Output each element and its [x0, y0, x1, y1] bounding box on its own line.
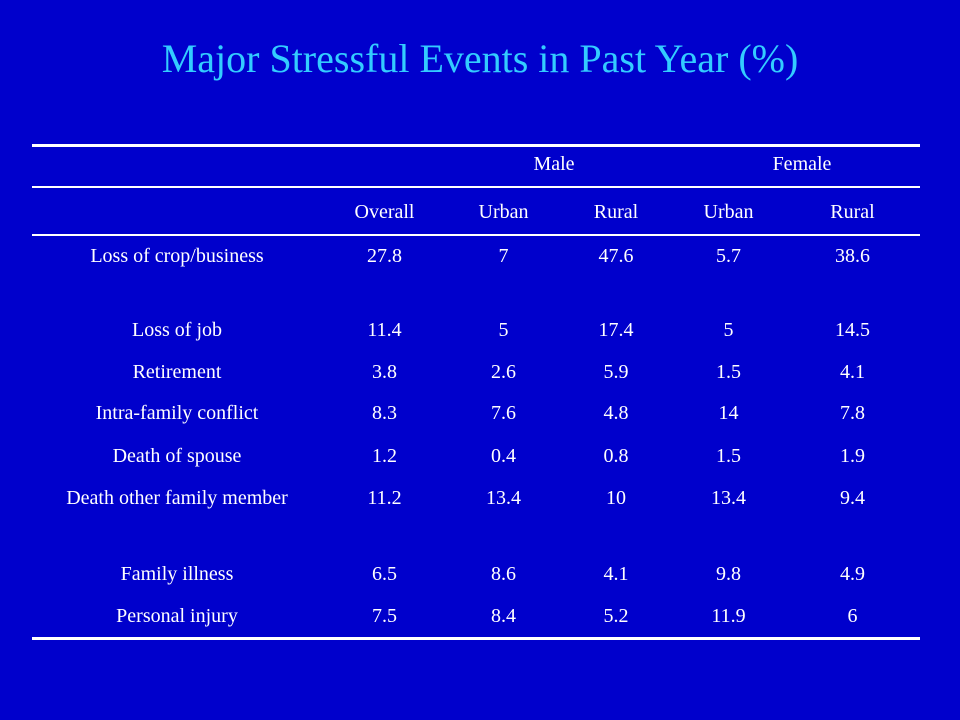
table-cell: 7.5	[372, 605, 397, 627]
table-cell: 9.8	[716, 563, 741, 585]
table-cell: 1.9	[840, 445, 865, 467]
table-cell: 14	[718, 402, 739, 424]
column-header-female-urban: Urban	[703, 201, 754, 223]
table-cell: 9.4	[840, 487, 865, 509]
column-header-male-urban: Urban	[478, 201, 529, 223]
table-cell: 5	[723, 319, 734, 341]
column-header-male-rural: Rural	[593, 201, 639, 223]
table-top-rule	[32, 144, 920, 147]
table-cell: 0.4	[491, 445, 516, 467]
table-cell: 4.8	[603, 402, 629, 424]
row-label-loss-of-crop: Loss of crop/business	[90, 245, 264, 267]
table-cell: 10	[606, 487, 626, 509]
table-cell: 38.6	[835, 245, 870, 267]
row-label-loss-of-job: Loss of job	[132, 319, 222, 341]
table-cell: 1.5	[716, 361, 741, 383]
row-label-family-illness: Family illness	[120, 563, 234, 585]
table-cell: 8.6	[491, 563, 516, 585]
table-cell: 2.6	[491, 361, 516, 383]
column-header-female-rural: Rural	[830, 201, 875, 223]
table-cell: 14.5	[835, 319, 870, 341]
table-cell: 11.4	[367, 319, 402, 341]
table-cell: 1.2	[372, 445, 397, 467]
column-header-overall: Overall	[354, 201, 415, 223]
row-label-intra-family-conflict: Intra-family conflict	[95, 402, 259, 424]
row-label-death-of-spouse: Death of spouse	[112, 445, 242, 467]
table-cell: 0.8	[603, 445, 629, 467]
table-cell: 3.8	[372, 361, 397, 383]
table-cell: 27.8	[367, 245, 402, 267]
table-cell: 5.2	[603, 605, 629, 627]
table-cell: 47.6	[598, 245, 634, 267]
table-cell: 13.4	[711, 487, 746, 509]
table-cell: 4.1	[840, 361, 865, 383]
page-title: Major Stressful Events in Past Year (%)	[161, 36, 799, 81]
stress-events-table: Male Female Overall Urban Rural Urban Ru…	[32, 144, 920, 640]
table-cell: 13.4	[486, 487, 521, 509]
table-cell: 7.8	[840, 402, 865, 424]
row-label-death-other-family-member: Death other family member	[66, 487, 288, 509]
table-cell: 17.4	[598, 319, 634, 341]
table-cell: 8.4	[491, 605, 516, 627]
table-cell: 7	[498, 245, 509, 267]
table-cell: 11.2	[367, 487, 402, 509]
column-header-rule	[32, 234, 920, 236]
row-label-personal-injury: Personal injury	[116, 605, 238, 627]
table-cell: 7.6	[491, 402, 516, 424]
group-header-female: Female	[772, 153, 832, 175]
table-bottom-rule	[32, 637, 920, 640]
row-label-retirement: Retirement	[132, 361, 222, 383]
group-header-male: Male	[533, 153, 575, 175]
table-cell: 4.9	[840, 563, 865, 585]
table-cell: 5.9	[603, 361, 629, 383]
table-cell: 6	[847, 605, 858, 627]
table-cell: 4.1	[603, 563, 629, 585]
table-cell: 8.3	[372, 402, 397, 424]
table-cell: 6.5	[372, 563, 397, 585]
table-cell: 5.7	[716, 245, 741, 267]
table-cell: 1.5	[716, 445, 741, 467]
table-cell: 11.9	[711, 605, 746, 627]
group-header-rule	[32, 186, 920, 188]
table-cell: 5	[498, 319, 509, 341]
